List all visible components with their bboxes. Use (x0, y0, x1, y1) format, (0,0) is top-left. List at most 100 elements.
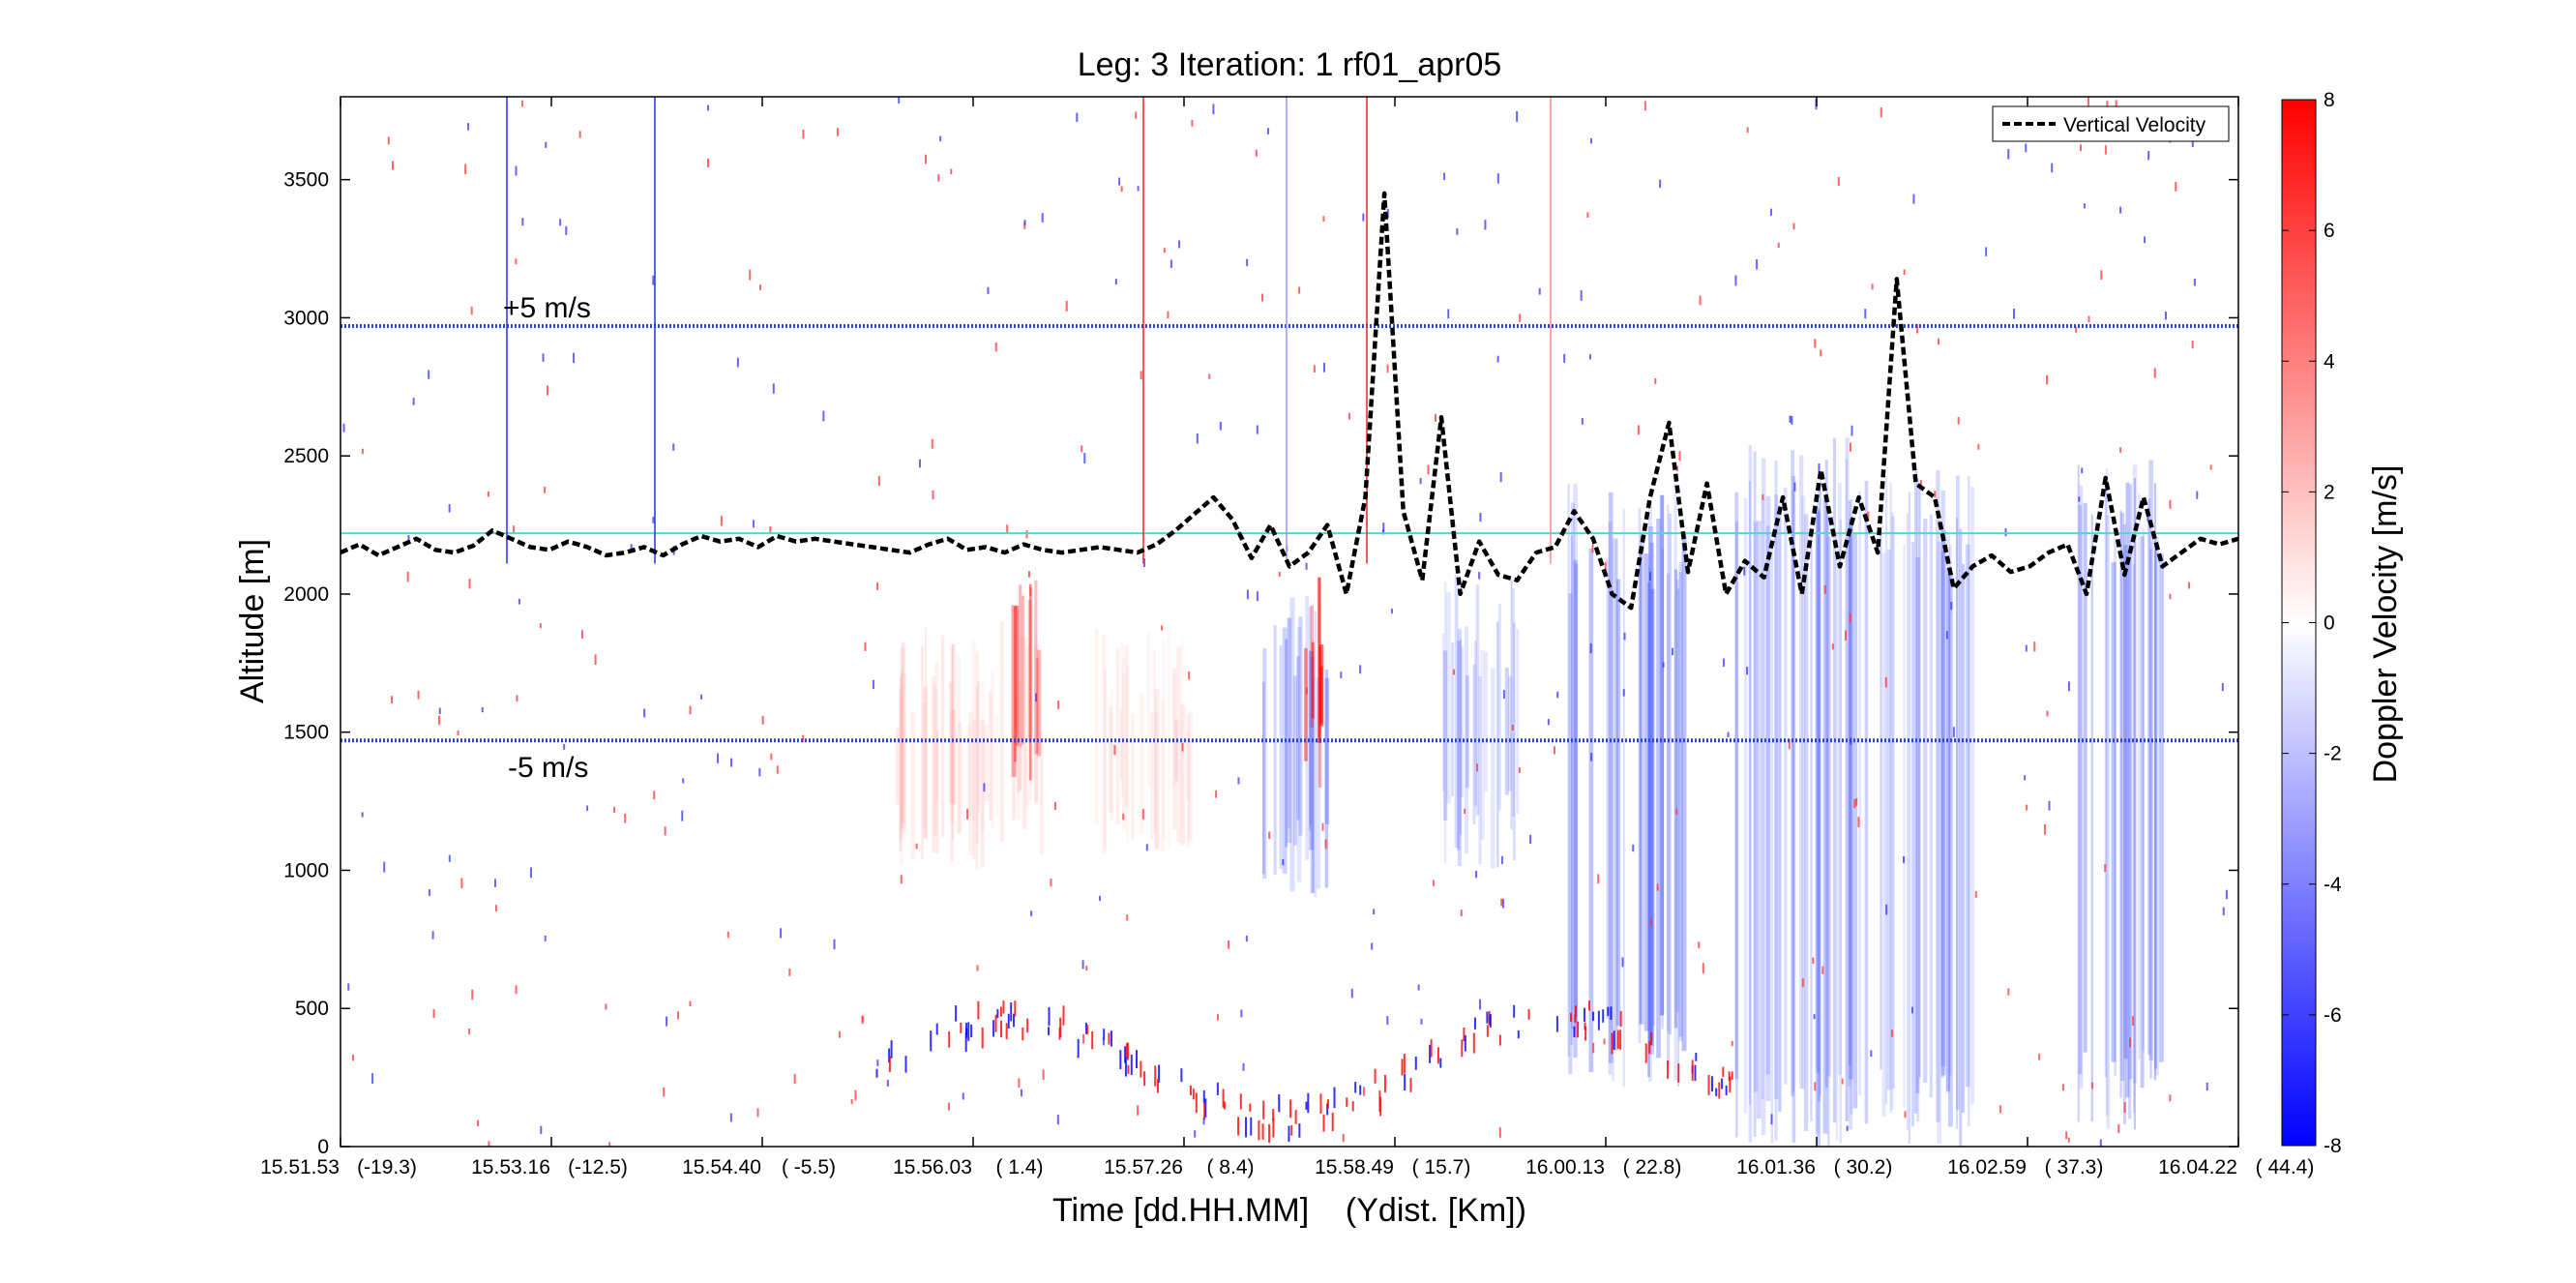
noise-speckle (383, 861, 386, 873)
noise-speckle (2147, 151, 2150, 161)
noise-speckle (1590, 753, 1593, 761)
doppler-cell (1643, 553, 1649, 1031)
noise-speckle (544, 935, 547, 941)
doppler-cell (975, 650, 979, 844)
noise-speckle (1023, 222, 1026, 229)
doppler-cell (1961, 563, 1965, 1114)
noise-speckle (1871, 283, 1874, 290)
noise-speckle (1386, 1015, 1389, 1026)
doppler-cell (1774, 460, 1778, 1141)
noise-speckle (1098, 895, 1101, 902)
surface-echo (1403, 1054, 1406, 1074)
doppler-cell (2111, 562, 2117, 1062)
doppler-cell (968, 711, 974, 855)
noise-speckle (1556, 691, 1559, 699)
x-tick-ydist: ( 1.4) (995, 1156, 1043, 1179)
surface-echo (1245, 1117, 1248, 1138)
noise-speckle (962, 1092, 964, 1100)
noise-speckle (1427, 464, 1430, 475)
noise-speckle (515, 985, 518, 995)
doppler-cell (1940, 490, 1946, 1067)
doppler-cell (1443, 650, 1448, 821)
noise-speckle (2165, 312, 2168, 320)
noise-speckle (1934, 491, 1937, 498)
noise-speckle (1496, 173, 1499, 184)
doppler-cell (1675, 580, 1679, 1012)
doppler-cell (1496, 621, 1499, 868)
surface-echo (1258, 1119, 1260, 1141)
noise-speckle (1643, 101, 1646, 111)
doppler-cell (1947, 573, 1953, 1127)
surface-echo (1383, 1074, 1386, 1093)
noise-speckle (1734, 275, 1737, 286)
noise-speckle (1305, 687, 1308, 695)
noise-speckle (1870, 1050, 1873, 1058)
surface-echo (1007, 1013, 1010, 1029)
noise-speckle (1910, 1006, 1913, 1014)
noise-speckle (1212, 104, 1215, 115)
surface-echo (1725, 1085, 1728, 1096)
noise-speckle (361, 812, 364, 818)
noise-speckle (1141, 809, 1144, 820)
noise-speckle (2147, 513, 2149, 522)
noise-speckle (700, 694, 703, 700)
noise-speckle (1591, 544, 1594, 553)
noise-speckle (802, 734, 805, 742)
noise-speckle (770, 753, 773, 761)
surface-echo (977, 1000, 980, 1020)
doppler-cell (1180, 704, 1186, 846)
noise-speckle (864, 642, 867, 652)
noise-speckle (652, 275, 655, 285)
doppler-cell (1678, 572, 1683, 1037)
surface-echo (1124, 1046, 1127, 1063)
doppler-cell (900, 695, 903, 865)
doppler-cell (1510, 579, 1513, 830)
noise-speckle (2221, 682, 2224, 692)
noise-speckle (2048, 800, 2051, 811)
noise-speckle (1884, 677, 1887, 688)
doppler-cell (966, 723, 971, 818)
x-tick-label: 15.51.53 (260, 1156, 340, 1179)
doppler-cell (2159, 553, 2164, 1062)
doppler-cell (933, 686, 937, 836)
noise-speckle (1903, 269, 1906, 275)
surface-echo (1619, 1029, 1622, 1050)
doppler-cell (1122, 673, 1127, 832)
surface-echo (970, 1024, 973, 1037)
doppler-cell (1816, 509, 1821, 1073)
noise-speckle (1654, 377, 1657, 385)
noise-speckle (1240, 1009, 1243, 1018)
noise-speckle (1030, 910, 1033, 916)
surface-echo (1202, 1089, 1205, 1103)
noise-speckle (2081, 467, 2084, 474)
doppler-cell (1608, 522, 1613, 1075)
doppler-cell (1955, 518, 1959, 1129)
noise-speckle (983, 783, 986, 792)
doppler-cell (920, 645, 924, 860)
noise-speckle (371, 1073, 374, 1085)
noise-speckle (1553, 746, 1555, 755)
x-tick-label: 15.56.03 (893, 1156, 972, 1179)
surface-echo (1249, 1103, 1252, 1112)
noise-speckle (1434, 413, 1436, 422)
doppler-cell (1457, 641, 1461, 850)
surface-echo (1430, 1039, 1433, 1058)
noise-speckle (2087, 315, 2090, 323)
noise-speckle (1246, 258, 1249, 267)
x-tick-label: 16.00.13 (1525, 1156, 1605, 1179)
noise-speckle (594, 654, 597, 665)
surface-echo (1584, 1026, 1587, 1041)
doppler-cell (980, 719, 985, 869)
noise-speckle (1648, 572, 1651, 581)
surface-echo (1472, 1032, 1475, 1054)
noise-speckle (580, 630, 583, 639)
noise-speckle (1880, 106, 1882, 118)
doppler-cell (1570, 502, 1576, 1029)
noise-speckle (1348, 412, 1351, 420)
noise-speckle (1082, 1033, 1085, 1044)
surface-echo (965, 1028, 968, 1038)
noise-speckle (1502, 690, 1505, 700)
doppler-cell (2078, 505, 2083, 1075)
y-tick-label: 0 (317, 1136, 329, 1158)
noise-speckle (1126, 914, 1129, 921)
